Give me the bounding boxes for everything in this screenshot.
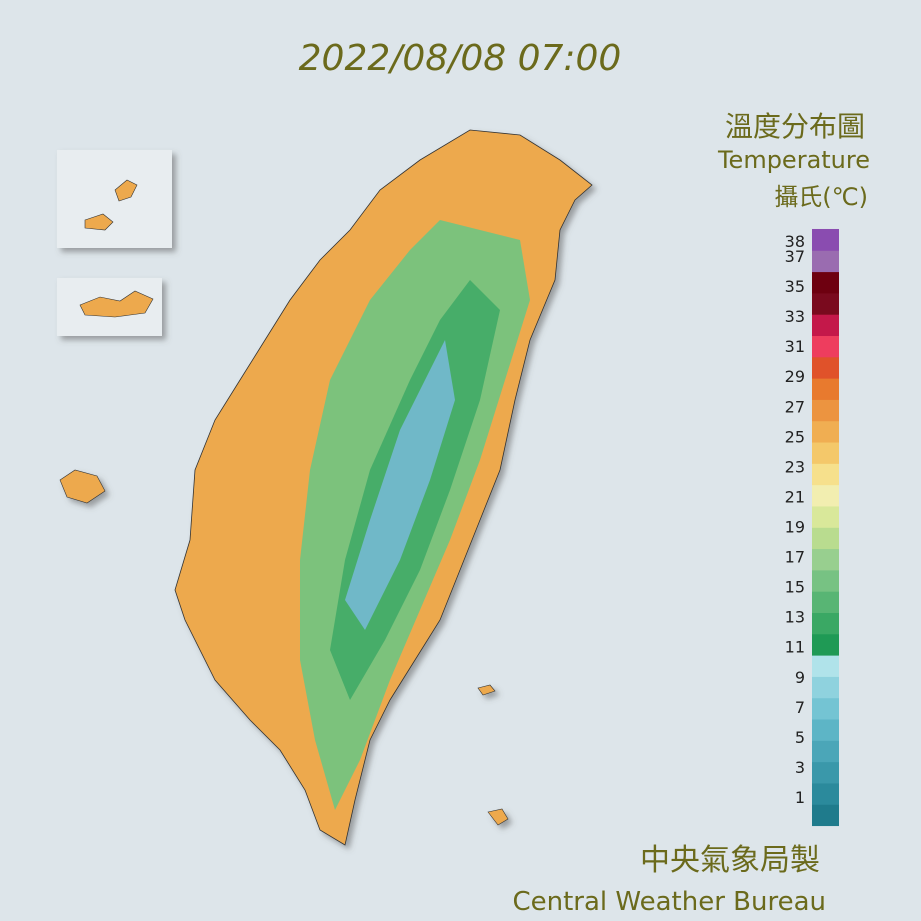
tick-label: 3 bbox=[795, 758, 805, 777]
tick-label: 15 bbox=[785, 578, 805, 597]
tick-label: 37 bbox=[785, 247, 805, 266]
color-band bbox=[812, 804, 839, 827]
tick-label: 25 bbox=[785, 427, 805, 446]
color-bar bbox=[812, 228, 839, 827]
color-band bbox=[812, 378, 839, 400]
tick-label: 31 bbox=[785, 337, 805, 356]
tick-label: 23 bbox=[785, 457, 805, 476]
tick-label: 11 bbox=[785, 638, 805, 657]
tick-label: 35 bbox=[785, 277, 805, 296]
color-band bbox=[812, 442, 839, 464]
color-band bbox=[812, 484, 839, 507]
timestamp: 2022/08/08 07:00 bbox=[299, 38, 622, 79]
tick-label: 33 bbox=[785, 307, 805, 326]
color-band bbox=[812, 633, 839, 656]
color-band bbox=[812, 399, 839, 422]
color-band bbox=[812, 761, 839, 784]
color-band bbox=[812, 335, 839, 358]
legend-title-zh: 溫度分布圖 bbox=[725, 110, 865, 143]
color-band bbox=[812, 591, 839, 613]
color-band bbox=[812, 719, 839, 741]
color-band bbox=[812, 782, 839, 805]
tick-label: 13 bbox=[785, 608, 805, 627]
color-band bbox=[812, 505, 839, 528]
tick-label: 38 bbox=[785, 232, 805, 251]
color-band bbox=[812, 420, 839, 443]
color-band bbox=[812, 228, 839, 251]
color-band bbox=[812, 676, 839, 699]
taiwan-map bbox=[57, 129, 593, 846]
tick-label: 17 bbox=[785, 548, 805, 567]
color-band bbox=[812, 463, 839, 486]
color-band bbox=[812, 697, 839, 720]
tick-label: 9 bbox=[795, 668, 805, 687]
color-band bbox=[812, 271, 839, 294]
tick-label: 1 bbox=[795, 788, 805, 807]
color-band bbox=[812, 655, 839, 677]
tick-label: 21 bbox=[785, 487, 805, 506]
color-band bbox=[812, 548, 839, 571]
legend-title-en: Temperature bbox=[717, 146, 870, 174]
legend-unit: 攝氏(℃) bbox=[774, 183, 868, 211]
color-band bbox=[812, 612, 839, 635]
color-band bbox=[812, 292, 839, 315]
color-band bbox=[812, 569, 839, 592]
tick-label: 27 bbox=[785, 397, 805, 416]
color-band bbox=[812, 740, 839, 763]
tick-label: 5 bbox=[795, 728, 805, 747]
agency-zh: 中央氣象局製 bbox=[640, 843, 820, 878]
color-band bbox=[812, 314, 839, 337]
color-band bbox=[812, 527, 839, 550]
tick-label: 7 bbox=[795, 698, 805, 717]
tick-label: 29 bbox=[785, 367, 805, 386]
color-band bbox=[812, 356, 839, 379]
color-band bbox=[812, 250, 839, 273]
tick-label: 19 bbox=[785, 518, 805, 537]
agency-en: Central Weather Bureau bbox=[512, 887, 826, 917]
